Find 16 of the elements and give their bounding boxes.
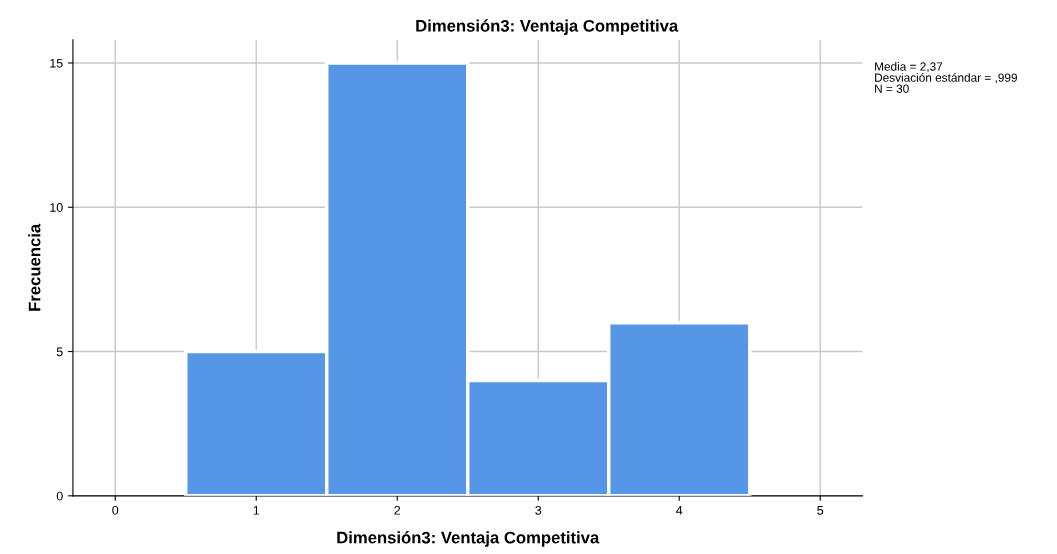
x-tick-label: 0 bbox=[112, 505, 119, 515]
text: N = 30 bbox=[875, 84, 909, 93]
chart-title: Dimensión3: Ventaja Competitiva bbox=[416, 19, 679, 36]
text: Media = 2,37 bbox=[875, 62, 943, 73]
y-tick-label: 10 bbox=[50, 203, 63, 212]
x-tick-label: 3 bbox=[535, 505, 542, 515]
x-tick-label: 4 bbox=[676, 506, 683, 515]
y-axis-title: Frecuencia bbox=[28, 223, 41, 311]
text: Desviación estándar = ,999 bbox=[875, 72, 1017, 84]
y-tick-label: 0 bbox=[56, 491, 63, 501]
y-tick-label: 5 bbox=[56, 347, 63, 357]
x-tick-label: 1 bbox=[253, 506, 260, 515]
x-tick-label: 2 bbox=[394, 505, 401, 515]
x-axis-title: Dimensión3: Ventaja Competitiva bbox=[337, 531, 600, 547]
y-tick-label: 15 bbox=[50, 58, 63, 68]
x-tick-label: 5 bbox=[817, 506, 824, 515]
